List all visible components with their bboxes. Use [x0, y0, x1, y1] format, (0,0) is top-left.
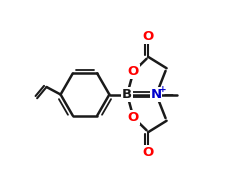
Text: O: O [128, 65, 139, 78]
Text: —: — [164, 89, 173, 99]
Text: N: N [151, 88, 162, 101]
Text: O: O [128, 111, 139, 124]
Text: +: + [159, 85, 166, 94]
Text: O: O [143, 30, 154, 43]
Text: O: O [143, 146, 154, 159]
Text: B: B [122, 88, 132, 101]
